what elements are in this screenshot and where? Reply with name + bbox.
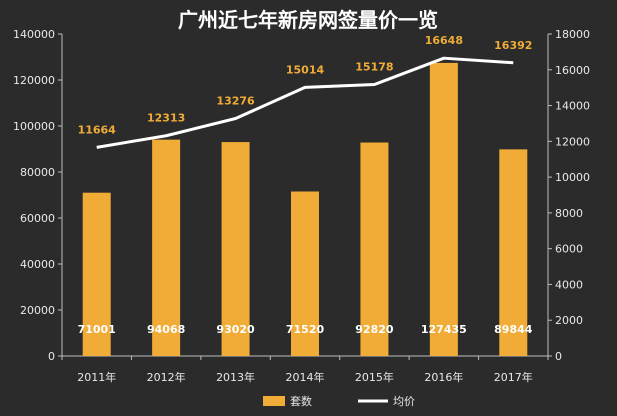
bar-value-label: 71520 (286, 323, 325, 336)
left-tick-label: 0 (48, 350, 55, 363)
bar (360, 142, 389, 356)
line-value-label: 11664 (78, 123, 117, 136)
left-tick-label: 140000 (13, 28, 55, 41)
x-tick-label: 2014年 (286, 370, 325, 384)
line-value-label: 16648 (425, 34, 463, 47)
right-tick-label: 10000 (555, 171, 590, 184)
bars (82, 62, 528, 356)
axes: 0 20000 40000 60000 80000 100000 120000 140000 0… (13, 28, 590, 384)
bar (221, 142, 250, 356)
bar-value-label: 93020 (216, 323, 255, 336)
legend-label-bar: 套数 (290, 395, 312, 408)
bar (429, 62, 458, 356)
bar-value-label: 71001 (78, 323, 116, 336)
x-tick-label: 2011年 (77, 370, 116, 384)
right-tick-label: 12000 (555, 135, 590, 148)
legend-label-line: 均价 (393, 395, 415, 408)
line-value-label: 12313 (147, 112, 185, 125)
x-tick-label: 2016年 (424, 370, 463, 384)
right-tick-label: 0 (555, 350, 562, 363)
x-tick-label: 2017年 (494, 370, 533, 384)
legend: 套数 均价 (263, 395, 415, 408)
bar (152, 139, 181, 356)
left-tick-label: 100000 (13, 120, 55, 133)
line-value-label: 16392 (494, 39, 532, 52)
right-tick-label: 16000 (555, 64, 590, 77)
right-tick-label: 2000 (555, 314, 583, 327)
data-labels: 71001 94068 93020 71520 92820 127435 89844 1166… (78, 34, 533, 336)
bar-value-label: 127435 (421, 323, 467, 336)
line-value-label: 15014 (286, 63, 325, 76)
right-tick-label: 4000 (555, 278, 583, 291)
x-tick-label: 2015年 (355, 370, 394, 384)
left-tick-label: 20000 (20, 304, 55, 317)
line-value-label: 13276 (216, 95, 255, 108)
bar-value-label: 94068 (147, 323, 185, 336)
x-tick-label: 2013年 (216, 370, 255, 384)
left-tick-label: 80000 (20, 166, 55, 179)
legend-swatch-bar (263, 396, 285, 406)
price-line (96, 56, 514, 149)
right-tick-label: 8000 (555, 207, 583, 220)
right-tick-label: 18000 (555, 28, 590, 41)
bar-value-label: 92820 (355, 323, 394, 336)
price-line-path (96, 56, 514, 149)
chart-title: 广州近七年新房网签量价一览 (178, 8, 438, 32)
line-value-label: 15178 (355, 60, 393, 73)
bar-value-label: 89844 (494, 323, 533, 336)
x-tick-label: 2012年 (147, 370, 186, 384)
left-tick-label: 120000 (13, 74, 55, 87)
bar (499, 149, 528, 356)
bar (82, 192, 111, 356)
right-tick-label: 14000 (555, 100, 590, 113)
bar (291, 191, 319, 356)
right-tick-label: 6000 (555, 243, 583, 256)
left-tick-label: 40000 (20, 258, 55, 271)
left-tick-label: 60000 (20, 212, 55, 225)
